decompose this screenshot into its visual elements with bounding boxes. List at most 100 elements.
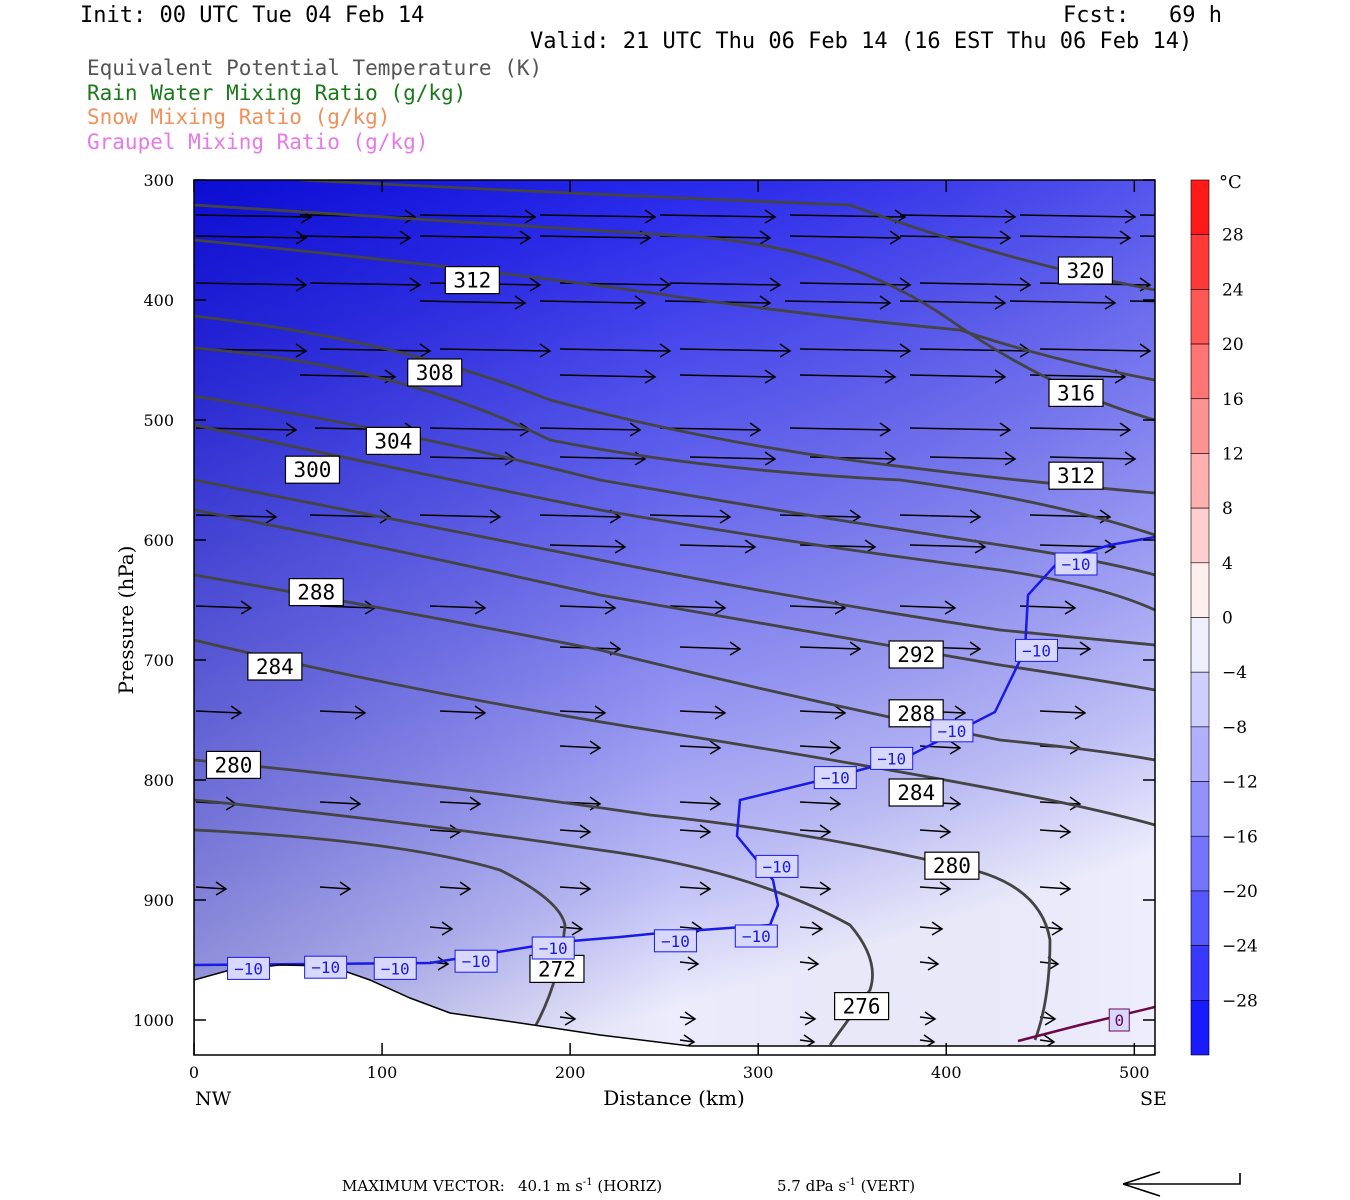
wind-vector <box>195 230 308 245</box>
wind-vector <box>439 705 487 720</box>
theta-e-label-box <box>1048 378 1104 407</box>
theta-e-label-box <box>288 577 344 607</box>
wind-vector <box>319 705 367 720</box>
wind-vector <box>679 705 727 720</box>
colorbar-box <box>1190 835 1210 892</box>
theta-e-label: 320 <box>1066 259 1104 283</box>
wind-vectors <box>195 209 1155 1049</box>
y-tick-label: 300 <box>143 171 174 190</box>
colorbar-box <box>1190 726 1210 782</box>
x-tick-label: 100 <box>367 1063 398 1082</box>
colorbar-box <box>1190 398 1210 454</box>
wind-vector <box>319 343 432 358</box>
wind-vector <box>919 277 1032 292</box>
wind-vector <box>1039 343 1152 358</box>
colorbar-tick-label: 24 <box>1222 280 1244 300</box>
theta-e-label: 300 <box>294 458 332 482</box>
vertical-tag: (VERT) <box>860 1177 916 1195</box>
colorbar-tick-label: 0 <box>1222 609 1233 629</box>
legend-rain-water: Rain Water Mixing Ratio (g/kg) <box>87 81 467 105</box>
wind-vector <box>1019 230 1132 245</box>
max-horizontal-value: 40.1 m s <box>518 1177 583 1195</box>
isotherm-label-box <box>813 766 857 790</box>
colorbar-tick-label: 12 <box>1222 444 1244 464</box>
colorbar-box <box>1190 781 1210 837</box>
isotherm-label-box <box>304 955 348 979</box>
wind-vector <box>1129 300 1155 303</box>
isotherm-label-box <box>870 746 914 770</box>
isotherm-label: −10 <box>1022 641 1051 660</box>
colorbar-tick-label: −20 <box>1222 882 1258 902</box>
isotherm-label-box <box>1108 1008 1130 1032</box>
terrain <box>194 964 1155 1055</box>
isotherm-label: −10 <box>742 927 771 946</box>
wind-vector <box>799 705 847 720</box>
theta-e-contour <box>194 508 1155 692</box>
theta-e-contour <box>194 423 1155 612</box>
isotherm-label: −10 <box>661 932 690 951</box>
colorbar-tick-label: 20 <box>1222 335 1244 355</box>
theta-e-label-box <box>888 640 944 669</box>
colorbar-box <box>1190 453 1210 509</box>
isotherm-labels: −10 −10 −10 −10 −10 −10 −10 −10 −10 −10 −10 −10 −10 0 <box>227 552 1130 1032</box>
wind-vector <box>1049 451 1137 466</box>
isotherm-label-box <box>373 956 417 980</box>
wind-vector <box>679 343 792 358</box>
wind-vector <box>799 796 842 811</box>
wind-vector <box>679 1011 697 1026</box>
colorbar-tick-label: 8 <box>1222 499 1233 519</box>
reference-vector-arrow <box>1122 1171 1241 1197</box>
theta-e-label: 276 <box>843 995 881 1019</box>
isotherm-label: −10 <box>937 722 966 741</box>
colorbar-box <box>1190 234 1210 290</box>
colorbar-box <box>1190 1000 1210 1056</box>
colorbar-box <box>1190 343 1210 400</box>
wind-vector <box>419 230 532 245</box>
wind-vector <box>1009 295 1117 310</box>
wind-vector <box>539 295 647 310</box>
wind-vector <box>419 209 537 224</box>
wind-vector <box>195 881 228 896</box>
wind-vector <box>799 740 842 755</box>
wind-vector <box>899 295 1007 310</box>
wind-vector <box>919 824 952 839</box>
wind-vector <box>1039 705 1087 720</box>
wind-vector <box>419 295 527 310</box>
wind-vector <box>195 277 308 292</box>
wind-vector <box>679 641 742 656</box>
wind-vector <box>929 451 1017 466</box>
colorbar-tick-label: 28 <box>1222 226 1244 246</box>
isotherm-label-box <box>653 929 697 953</box>
isotherm-label-box <box>755 854 799 878</box>
wind-vector <box>799 956 820 971</box>
wind-vector <box>649 509 732 524</box>
wind-vector <box>899 230 1012 245</box>
wind-vector <box>195 705 243 720</box>
theta-e-label: 288 <box>897 702 935 726</box>
wind-vector <box>669 277 782 292</box>
y-tick-label: 400 <box>143 291 174 310</box>
valid-time: Valid: 21 UTC Thu 06 Feb 14 (16 EST Thu … <box>530 29 1193 54</box>
theta-e-contour <box>194 573 1155 762</box>
minus-10-isotherm <box>194 535 1155 967</box>
wind-vector <box>799 881 832 896</box>
wind-vector <box>909 369 1007 384</box>
isotherm-label-box <box>930 719 974 743</box>
temperature-shading-tint <box>194 180 1155 1055</box>
x-right-end-label: SE <box>1140 1088 1167 1110</box>
x-tick-label: 400 <box>931 1063 962 1082</box>
wind-vector <box>799 641 862 656</box>
wind-vector <box>659 422 762 437</box>
theta-e-label: 312 <box>453 269 491 293</box>
isotherm-label: 0 <box>1114 1011 1124 1030</box>
x-axis-label: Distance (km) <box>603 1086 745 1110</box>
theta-e-contour <box>194 203 1155 422</box>
wind-vector <box>319 796 362 811</box>
colorbar-unit: °C <box>1219 172 1242 193</box>
colorbar-box <box>1190 562 1210 618</box>
x-tick-label: 0 <box>189 1063 199 1082</box>
wind-vector <box>1029 422 1132 437</box>
theta-e-label: 280 <box>933 854 971 878</box>
wind-vector <box>559 600 617 615</box>
